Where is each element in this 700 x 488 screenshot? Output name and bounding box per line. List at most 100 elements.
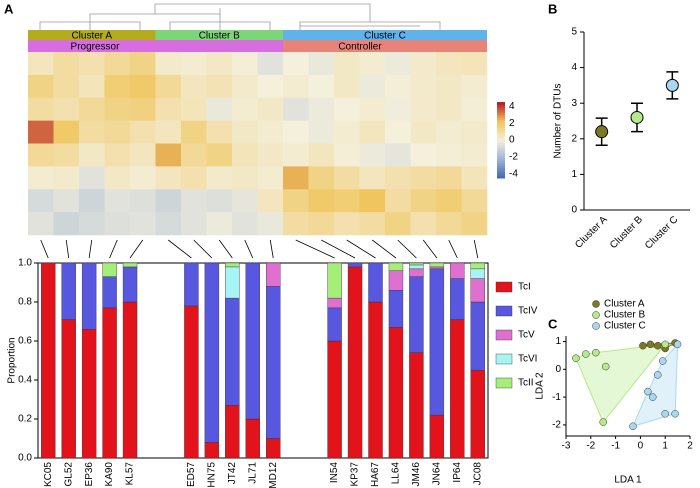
heatmap-cell xyxy=(334,166,360,190)
x-tick-label: 1 xyxy=(662,441,668,452)
heatmap-cell xyxy=(79,166,105,190)
color-scale xyxy=(497,170,505,174)
x-axis-label: LDA 1 xyxy=(614,475,642,486)
heatmap-cell xyxy=(308,74,335,99)
heatmap-cell xyxy=(334,212,360,236)
color-scale xyxy=(497,162,505,166)
color-scale xyxy=(497,140,505,144)
legend-label: Cluster A xyxy=(604,299,645,310)
heatmap-cell xyxy=(130,166,156,190)
heatmap-cell xyxy=(53,120,80,144)
heatmap-cell xyxy=(79,120,105,144)
y-tick-label: -2 xyxy=(552,420,561,431)
heatmap-cell xyxy=(28,52,54,76)
y-axis-label: LDA 2 xyxy=(535,372,546,400)
color-scale xyxy=(497,145,505,149)
heatmap-cell xyxy=(130,74,156,99)
heatmap-cell xyxy=(53,52,80,76)
bar-segment xyxy=(429,414,445,459)
heatmap-cell xyxy=(232,97,258,121)
legend-label: TcV xyxy=(518,330,535,341)
panel-label: B xyxy=(548,1,557,16)
color-scale xyxy=(497,150,505,154)
heatmap-cell xyxy=(461,74,488,99)
bar-segment xyxy=(347,262,363,268)
y-tick-label: 1.0 xyxy=(18,258,32,269)
heatmap-cell xyxy=(232,189,258,213)
heatmap-cell xyxy=(359,143,386,167)
bar-segment xyxy=(184,305,199,459)
connector xyxy=(397,239,417,259)
heatmap-cell xyxy=(410,166,437,190)
bar-segment xyxy=(102,307,117,459)
heatmap-cell xyxy=(334,97,360,121)
heatmap-cell xyxy=(308,166,335,190)
heatmap-cell xyxy=(155,212,182,236)
heatmap-cell xyxy=(283,74,309,99)
heatmap-cell xyxy=(461,97,488,121)
x-tick-label: LL64 xyxy=(391,462,402,485)
x-tick-label: ED57 xyxy=(186,462,197,487)
heatmap-cell xyxy=(308,212,335,236)
heatmap-cell xyxy=(461,143,488,167)
heatmap-cell xyxy=(181,52,207,76)
x-tick-label: Cluster A xyxy=(573,214,610,251)
y-tick-label: 0.6 xyxy=(18,336,32,347)
heatmap-cell xyxy=(206,166,233,190)
legend-swatch xyxy=(495,377,513,389)
x-tick-label: -2 xyxy=(586,441,595,452)
bar-segment xyxy=(347,266,363,459)
heatmap-cell xyxy=(308,52,335,76)
bar-segment xyxy=(61,319,76,459)
connector xyxy=(193,239,213,259)
heatmap-cell xyxy=(28,143,54,167)
color-scale xyxy=(497,107,505,111)
y-tick-label: 0.0 xyxy=(18,453,32,464)
color-scale xyxy=(497,109,505,113)
y-tick-label: 0 xyxy=(555,364,561,375)
heatmap-cell xyxy=(130,120,156,144)
color-scale-tick: 2 xyxy=(509,118,515,129)
bar-segment xyxy=(388,262,404,271)
heatmap-cell xyxy=(53,212,80,236)
connector xyxy=(269,239,274,259)
heatmap-cell xyxy=(283,143,309,167)
color-scale xyxy=(497,134,505,138)
bar-segment xyxy=(245,418,260,459)
heatmap-cell xyxy=(155,143,182,167)
legend-marker xyxy=(592,322,600,330)
bar-segment xyxy=(470,301,485,371)
heatmap-cell xyxy=(206,52,233,76)
heatmap-cell xyxy=(436,143,462,167)
outcome-bar xyxy=(28,40,283,52)
y-tick-label: -1 xyxy=(552,392,561,403)
heatmap-cell xyxy=(461,166,488,190)
bar-segment xyxy=(327,307,342,342)
y-tick-label: 0 xyxy=(571,205,577,216)
bar-segment xyxy=(388,290,404,328)
point xyxy=(582,350,590,358)
color-scale xyxy=(497,129,505,133)
heatmap-cell xyxy=(104,52,131,76)
x-tick-label: GL52 xyxy=(63,462,74,487)
heatmap-cell xyxy=(385,97,411,121)
point xyxy=(671,410,679,418)
x-tick-label: 2 xyxy=(687,441,693,452)
color-scale xyxy=(497,160,505,164)
heatmap-cell xyxy=(28,212,54,236)
heatmap-cell xyxy=(334,52,360,76)
heatmap-cell xyxy=(410,74,437,99)
y-tick-label: 0.4 xyxy=(18,375,32,386)
bar-segment xyxy=(81,262,97,330)
dot xyxy=(630,110,644,124)
panel-label: C xyxy=(548,316,558,331)
heatmap-cell xyxy=(79,52,105,76)
bar-segment xyxy=(429,268,445,416)
heatmap-cell xyxy=(257,143,284,167)
outcome-label: Controller xyxy=(338,42,382,53)
heatmap-cell xyxy=(436,166,462,190)
bar-segment xyxy=(122,301,138,459)
heatmap-cell xyxy=(232,52,258,76)
point xyxy=(661,340,669,349)
x-tick-label: JT42 xyxy=(227,462,238,485)
